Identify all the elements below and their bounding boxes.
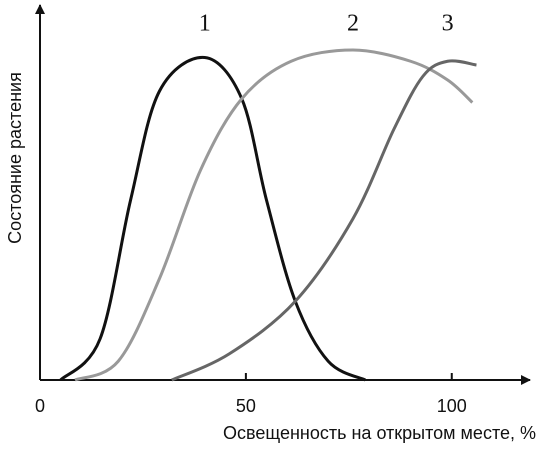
line (74, 48, 474, 382)
series-label: 3 (442, 11, 454, 37)
line (171, 59, 477, 382)
series-label: 2 (347, 11, 359, 37)
x-tick-label: 0 (35, 396, 45, 416)
line (59, 55, 366, 382)
x-tick-label: 50 (236, 396, 256, 416)
y-axis-label: Состояние растения (5, 72, 25, 244)
series-label: 1 (199, 11, 211, 37)
x-axis-label: Освещенность на открытом месте, % (223, 423, 536, 443)
x-tick-label: 100 (437, 396, 467, 416)
